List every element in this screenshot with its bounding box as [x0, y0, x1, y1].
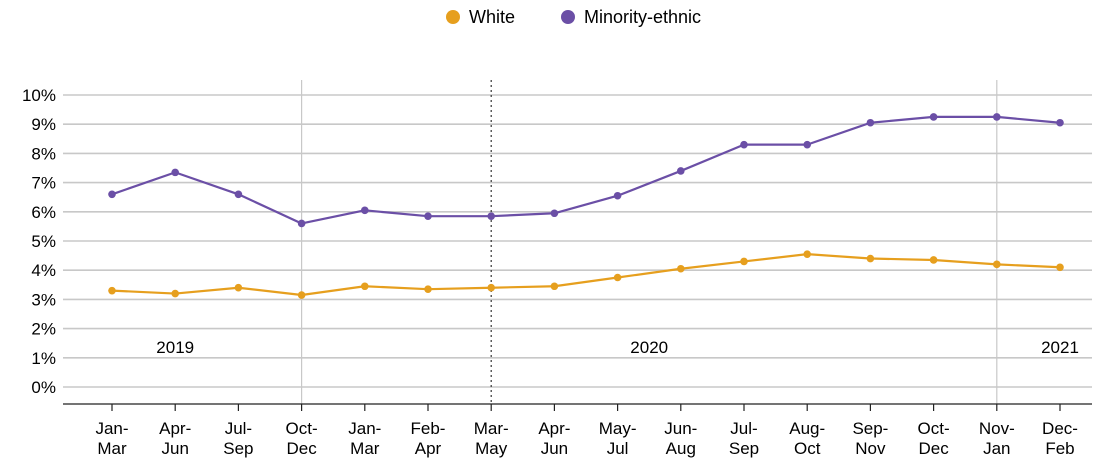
x-tick-label: Aug-Oct [789, 419, 825, 458]
series-line [111, 115, 1061, 225]
data-point [866, 254, 875, 263]
data-point [993, 260, 1001, 269]
y-tick-label: 0% [31, 378, 56, 397]
x-tick-label: Apr-Jun [538, 419, 570, 458]
data-point [550, 209, 559, 218]
data-point [803, 250, 811, 258]
data-point [234, 190, 243, 199]
data-point [866, 118, 875, 127]
x-axis: Jan-Mar Apr-Jun Jul-Sep Oct-Dec Jan-Mar Feb-A… [63, 403, 1092, 458]
x-tick-label: Mar-May [474, 419, 509, 458]
data-point [424, 212, 432, 220]
y-tick-label: 6% [31, 203, 56, 222]
x-tick-label: Jul-Sep [223, 419, 253, 458]
data-point [171, 289, 179, 298]
data-point [171, 168, 179, 177]
data-point [803, 140, 811, 149]
data-point [929, 113, 938, 121]
x-tick-label: Oct-Dec [286, 419, 318, 458]
data-point [929, 256, 938, 264]
y-axis: 0% 1% 2% 3% 4% 5% 6% 7% 8% 9% 10% [22, 86, 56, 397]
data-point [361, 206, 369, 215]
year-labels: 2019 2020 2021 [156, 338, 1079, 357]
data-point [740, 257, 748, 266]
series-1 [108, 113, 1064, 228]
data-point [361, 282, 369, 291]
data-point [677, 167, 685, 175]
y-tick-label: 5% [31, 232, 56, 251]
x-tick-label: Oct-Dec [918, 419, 950, 458]
series-lines [108, 113, 1064, 299]
series-0 [108, 250, 1064, 299]
y-tick-label: 9% [31, 115, 56, 134]
x-tick-label: Jan-Mar [348, 419, 381, 458]
y-tick-label: 10% [22, 86, 56, 105]
y-tick-label: 4% [31, 261, 56, 280]
x-tick-label: Jun-Aug [664, 419, 697, 458]
x-tick-label: Nov-Jan [979, 419, 1015, 458]
data-point [108, 286, 116, 295]
year-label: 2021 [1041, 338, 1079, 357]
data-point [234, 283, 243, 292]
data-point [1056, 118, 1064, 127]
data-point [487, 212, 496, 220]
data-point [297, 219, 306, 228]
data-point [1056, 263, 1064, 272]
y-tick-label: 3% [31, 290, 56, 309]
year-label: 2019 [156, 338, 194, 357]
x-tick-label: May-Jul [599, 419, 637, 458]
data-point [550, 282, 559, 291]
data-point [613, 273, 622, 282]
data-point [424, 285, 432, 293]
data-point [993, 113, 1001, 121]
x-tick-label: Feb-Apr [411, 419, 446, 458]
legend-marker-1 [561, 10, 575, 24]
year-dividers [301, 80, 998, 404]
data-point [487, 283, 496, 292]
year-label: 2020 [630, 338, 668, 357]
legend-label-0: White [469, 7, 515, 27]
y-tick-label: 8% [31, 144, 56, 163]
x-tick-label: Sep-Nov [852, 419, 888, 458]
legend: White Minority-ethnic [446, 7, 701, 27]
y-tick-label: 7% [31, 174, 56, 193]
x-tick-label: Jul-Sep [729, 419, 759, 458]
series-line [111, 253, 1061, 297]
y-tick-label: 1% [31, 349, 56, 368]
data-point [108, 190, 116, 199]
gridlines [63, 94, 1092, 388]
x-tick-label: Jan-Mar [95, 419, 128, 458]
legend-marker-0 [446, 10, 460, 24]
data-point [297, 291, 306, 299]
data-point [740, 140, 748, 149]
legend-label-1: Minority-ethnic [584, 7, 701, 27]
y-tick-label: 2% [31, 320, 56, 339]
data-point [677, 264, 685, 273]
x-tick-label: Dec-Feb [1042, 419, 1078, 458]
data-point [613, 191, 622, 200]
x-tick-label: Apr-Jun [159, 419, 191, 458]
